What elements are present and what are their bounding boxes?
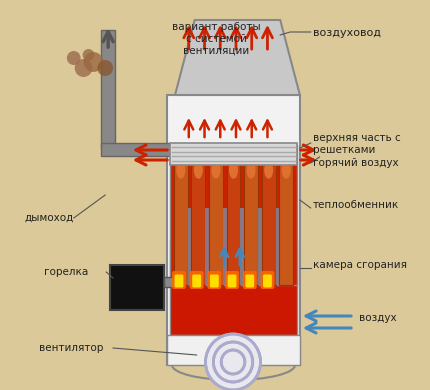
Text: камера сгорания: камера сгорания (313, 260, 407, 270)
Text: теплообменник: теплообменник (313, 200, 399, 210)
FancyBboxPatch shape (101, 143, 170, 156)
Circle shape (67, 51, 81, 65)
Ellipse shape (247, 162, 255, 178)
FancyBboxPatch shape (191, 148, 205, 285)
Ellipse shape (177, 162, 184, 178)
FancyBboxPatch shape (167, 335, 300, 365)
FancyBboxPatch shape (246, 275, 254, 287)
Ellipse shape (230, 162, 237, 178)
Circle shape (206, 334, 261, 390)
FancyBboxPatch shape (261, 271, 274, 289)
FancyBboxPatch shape (223, 208, 227, 285)
FancyBboxPatch shape (192, 275, 201, 287)
FancyBboxPatch shape (210, 275, 219, 287)
FancyBboxPatch shape (172, 271, 186, 289)
Circle shape (83, 52, 103, 72)
Text: горячий воздух: горячий воздух (313, 158, 398, 168)
FancyBboxPatch shape (243, 271, 257, 289)
Text: воздух: воздух (359, 313, 396, 323)
Ellipse shape (212, 162, 220, 178)
Text: вариант работы
с системой
вентиляции: вариант работы с системой вентиляции (172, 22, 261, 55)
FancyBboxPatch shape (101, 30, 115, 148)
FancyBboxPatch shape (225, 271, 239, 289)
FancyBboxPatch shape (258, 208, 262, 285)
FancyBboxPatch shape (190, 271, 203, 289)
FancyBboxPatch shape (240, 208, 244, 285)
FancyBboxPatch shape (280, 148, 293, 285)
FancyBboxPatch shape (227, 148, 240, 285)
Ellipse shape (265, 162, 273, 178)
FancyBboxPatch shape (262, 148, 276, 285)
FancyBboxPatch shape (205, 208, 209, 285)
FancyBboxPatch shape (227, 275, 236, 287)
FancyBboxPatch shape (170, 145, 297, 285)
FancyBboxPatch shape (175, 275, 183, 287)
Text: дымоход: дымоход (25, 213, 74, 223)
FancyBboxPatch shape (164, 277, 174, 287)
FancyBboxPatch shape (170, 143, 297, 165)
FancyBboxPatch shape (167, 95, 300, 365)
FancyBboxPatch shape (110, 265, 164, 310)
FancyBboxPatch shape (174, 148, 187, 285)
Circle shape (97, 60, 113, 76)
Text: горелка: горелка (44, 267, 89, 277)
Text: вентилятор: вентилятор (39, 343, 104, 353)
FancyBboxPatch shape (263, 275, 272, 287)
Ellipse shape (195, 162, 202, 178)
Text: верхняя часть с
решетками: верхняя часть с решетками (313, 133, 400, 154)
FancyBboxPatch shape (187, 208, 191, 285)
FancyBboxPatch shape (244, 148, 258, 285)
Circle shape (83, 49, 95, 61)
Ellipse shape (283, 162, 290, 178)
FancyBboxPatch shape (170, 240, 297, 335)
FancyBboxPatch shape (207, 271, 221, 289)
Text: воздуховод: воздуховод (313, 28, 381, 38)
Polygon shape (175, 20, 300, 95)
FancyBboxPatch shape (276, 208, 280, 285)
Circle shape (75, 59, 92, 77)
FancyBboxPatch shape (209, 148, 223, 285)
